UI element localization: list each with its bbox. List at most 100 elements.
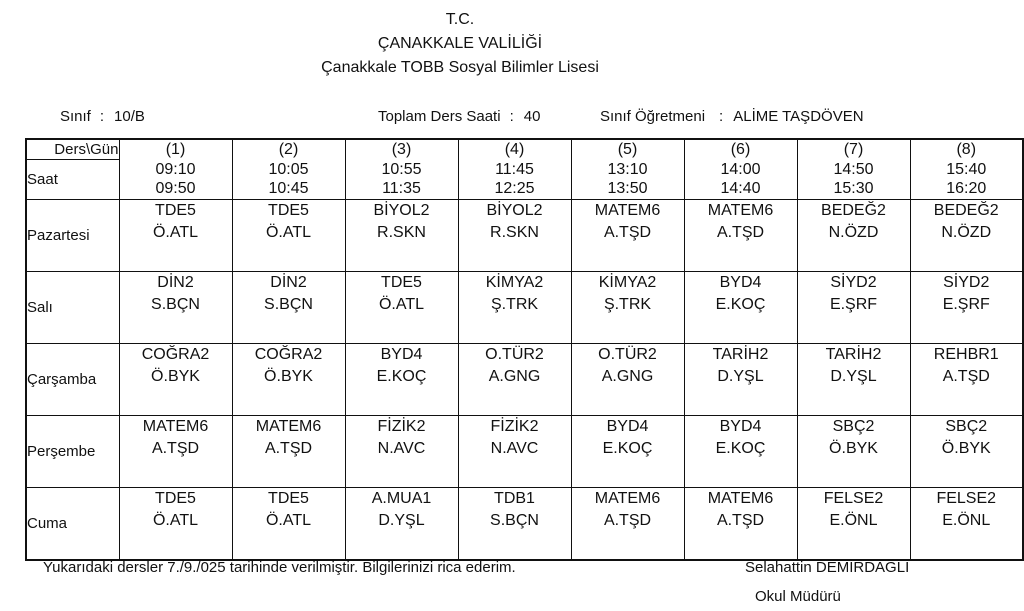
period-num: (4): [504, 141, 525, 158]
lesson-teacher: N.ÖZD: [941, 224, 992, 241]
lesson-teacher: Ö.BYK: [151, 368, 200, 385]
lesson-teacher: S.BÇN: [490, 512, 539, 529]
lesson-cell: O.TÜR2 A.GNG: [570, 343, 685, 416]
lesson-teacher: E.KOÇ: [715, 440, 766, 457]
lesson-teacher: A.GNG: [601, 368, 654, 385]
lesson-code: BİYOL2: [373, 202, 430, 219]
total-hours-colon: :: [509, 108, 514, 125]
lesson-teacher: E.ÖNL: [942, 512, 991, 529]
period-start: 10:05: [268, 160, 309, 178]
lesson-code: MATEM6: [707, 490, 774, 507]
lesson-teacher: D.YŞL: [378, 512, 425, 529]
lesson-code: BEDEĞ2: [933, 202, 999, 219]
lesson-teacher: E.KOÇ: [715, 296, 766, 313]
lesson-code: MATEM6: [707, 202, 774, 219]
lesson-cell: BYD4 E.KOÇ: [683, 271, 798, 344]
header-row-periods: Ders\Gün (1) 09:10 09:50 (2) 10:05 10:45 (3) 10…: [25, 138, 1024, 200]
class-teacher-colon: :: [719, 108, 724, 125]
lesson-cell: SİYD2 E.ŞRF: [796, 271, 911, 344]
day-label: Salı: [25, 271, 120, 344]
period-num: (1): [165, 141, 186, 158]
lesson-code: FELSE2: [936, 490, 997, 507]
period-start: 15:40: [946, 160, 987, 178]
lesson-teacher: A.TŞD: [603, 224, 652, 241]
lesson-code: FİZİK2: [490, 418, 539, 435]
period-start: 11:45: [495, 160, 534, 178]
lesson-code: SBÇ2: [945, 418, 988, 435]
lesson-cell: TDE5 Ö.ATL: [118, 199, 233, 272]
lesson-teacher: N.ÖZD: [828, 224, 879, 241]
total-hours-value: 40: [523, 108, 541, 125]
period-header-cell: (4) 11:45 12:25: [457, 138, 572, 200]
lesson-cell: FELSE2 E.ÖNL: [796, 487, 911, 560]
period-start: 14:00: [720, 160, 761, 178]
period-header-cell: (8) 15:40 16:20: [909, 138, 1024, 200]
lesson-cell: BYD4 E.KOÇ: [344, 343, 459, 416]
lesson-cell: FİZİK2 N.AVC: [457, 415, 572, 488]
lesson-code: TDB1: [494, 490, 535, 507]
lesson-cell: BEDEĞ2 N.ÖZD: [909, 199, 1024, 272]
lesson-teacher: S.BÇN: [264, 296, 313, 313]
lesson-cell: MATEM6 A.TŞD: [683, 487, 798, 560]
class-colon: :: [99, 108, 105, 125]
lesson-cell: FİZİK2 N.AVC: [344, 415, 459, 488]
lesson-teacher: Ş.TRK: [603, 296, 652, 313]
lesson-cell: TARİH2 D.YŞL: [796, 343, 911, 416]
lesson-cell: DİN2 S.BÇN: [231, 271, 346, 344]
lesson-code: SİYD2: [943, 274, 990, 291]
lesson-teacher: D.YŞL: [830, 368, 877, 385]
lesson-cell: COĞRA2 Ö.BYK: [118, 343, 233, 416]
period-end: 13:50: [607, 180, 648, 197]
lesson-teacher: E.KOÇ: [376, 368, 427, 385]
period-header-cell: (7) 14:50 15:30: [796, 138, 911, 200]
day-label: Pazartesi: [25, 199, 120, 272]
lesson-cell: MATEM6 A.TŞD: [570, 487, 685, 560]
header-line-tc: T.C.: [445, 11, 475, 28]
lesson-code: COĞRA2: [254, 346, 323, 363]
lesson-teacher: D.YŞL: [717, 368, 764, 385]
lesson-teacher: E.ŞRF: [942, 296, 990, 313]
lesson-teacher: R.SKN: [377, 224, 426, 241]
lesson-cell: O.TÜR2 A.GNG: [457, 343, 572, 416]
lesson-code: A.MUA1: [371, 490, 432, 507]
signer-name: Selahattin DEMİRDAĞLI: [745, 559, 910, 576]
lesson-teacher: Ö.BYK: [829, 440, 878, 457]
lesson-cell: TDE5 Ö.ATL: [231, 487, 346, 560]
lesson-cell: FELSE2 E.ÖNL: [909, 487, 1024, 560]
lesson-code: TDE5: [268, 490, 309, 507]
lesson-cell: KİMYA2 Ş.TRK: [570, 271, 685, 344]
lesson-cell: KİMYA2 Ş.TRK: [457, 271, 572, 344]
lesson-teacher: N.AVC: [490, 440, 539, 457]
lesson-code: BYD4: [719, 418, 762, 435]
day-label: Perşembe: [25, 415, 120, 488]
day-row: Pazartesi TDE5 Ö.ATL TDE5 Ö.ATL BİYOL2 R.SKN Bİ…: [25, 199, 1024, 272]
lesson-teacher: A.TŞD: [716, 224, 765, 241]
lesson-code: MATEM6: [142, 418, 209, 435]
lesson-code: DİN2: [270, 274, 307, 291]
period-start: 14:50: [833, 160, 874, 178]
document-header: T.C. ÇANAKKALE VALİLİĞİ Çanakkale TOBB S…: [0, 8, 920, 80]
lesson-cell: MATEM6 A.TŞD: [118, 415, 233, 488]
lesson-cell: MATEM6 A.TŞD: [683, 199, 798, 272]
lesson-teacher: Ö.BYK: [264, 368, 313, 385]
lesson-cell: TDE5 Ö.ATL: [344, 271, 459, 344]
period-num: (2): [278, 141, 299, 158]
period-end: 16:20: [946, 180, 987, 197]
lesson-teacher: A.TŞD: [716, 512, 765, 529]
lesson-cell: BİYOL2 R.SKN: [344, 199, 459, 272]
lesson-cell: BİYOL2 R.SKN: [457, 199, 572, 272]
lesson-code: FİZİK2: [377, 418, 426, 435]
lesson-code: TDE5: [155, 490, 196, 507]
period-num: (7): [843, 141, 864, 158]
lesson-code: TARİH2: [712, 346, 769, 363]
lesson-code: MATEM6: [594, 490, 661, 507]
lesson-teacher: A.TŞD: [264, 440, 313, 457]
day-label: Cuma: [25, 487, 120, 560]
info-row: Sınıf : 10/B Toplam Ders Saati : 40 Sını…: [0, 108, 1024, 130]
lesson-code: BYD4: [719, 274, 762, 291]
class-value: 10/B: [114, 108, 145, 125]
lesson-code: KİMYA2: [485, 274, 544, 291]
period-num: (6): [730, 141, 751, 158]
class-teacher-info: Sınıf Öğretmeni : ALİME TAŞDÖVEN: [600, 108, 864, 125]
class-teacher-label: Sınıf Öğretmeni: [600, 108, 706, 125]
